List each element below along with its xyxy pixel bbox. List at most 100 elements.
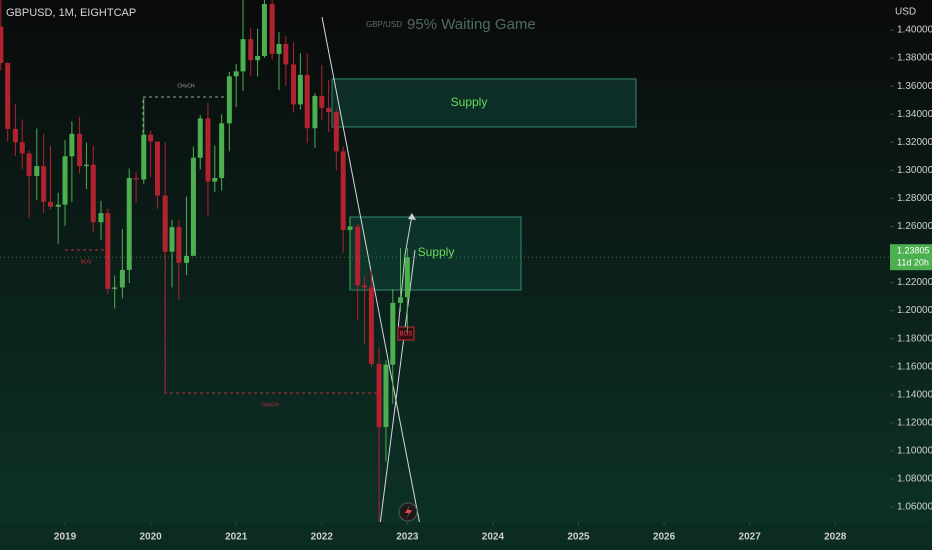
candle-body (283, 44, 289, 65)
price-tag: 1.23805 11d 20h (0, 244, 932, 271)
candle-body (319, 95, 325, 108)
candle-body (41, 166, 47, 202)
candle-body (226, 76, 232, 124)
candle-body (69, 133, 75, 157)
candle-body (47, 201, 53, 207)
candle-body (141, 134, 147, 180)
y-tick-label: 1.08000 (897, 474, 932, 485)
candle-body (176, 227, 182, 263)
candle-body (368, 287, 374, 364)
candle-body (5, 62, 11, 129)
candle-body (148, 134, 154, 142)
x-tick-label: 2026 (653, 532, 676, 543)
candle-body (383, 364, 389, 428)
annotation: BOS (81, 259, 92, 265)
candle-body (133, 178, 139, 180)
watermark-text: 95% Waiting Game (407, 16, 536, 33)
y-tick-label: 1.32000 (897, 137, 932, 148)
y-tick-label: 1.14000 (897, 389, 932, 400)
candle-body (291, 64, 297, 105)
candle-body (219, 123, 225, 179)
candle-body (205, 118, 211, 182)
candle-body (19, 142, 25, 154)
candle-body (255, 55, 261, 61)
annotation: Supply (418, 245, 455, 259)
candle-body (83, 164, 89, 167)
candle-body (154, 141, 160, 196)
candle-body (90, 164, 96, 223)
x-tick-label: 2019 (54, 532, 77, 543)
x-tick-label: 2020 (139, 532, 162, 543)
x-tick-label: 2024 (482, 532, 505, 543)
candle-body (12, 128, 18, 143)
watermark-symbol: GBP/USD (366, 20, 402, 29)
candle-body (355, 226, 361, 286)
annotation: Supply (451, 95, 488, 109)
candle-body (119, 269, 125, 288)
supply-zone (331, 78, 637, 128)
arrow-head (408, 213, 416, 220)
y-tick-label: 1.38000 (897, 53, 932, 64)
countdown: 11d 20h (897, 258, 929, 268)
candle-body (0, 26, 4, 63)
y-tick-label: 1.06000 (897, 502, 932, 513)
x-tick-label: 2021 (225, 532, 248, 543)
candle-body (390, 302, 396, 365)
y-tick-label: 1.20000 (897, 305, 932, 316)
y-tick-label: 1.10000 (897, 446, 932, 457)
candle-body (77, 133, 83, 167)
candle-body (261, 4, 267, 56)
y-tick-label: 1.18000 (897, 333, 932, 344)
annotation: CHoCH (177, 83, 195, 89)
y-tick-label: 1.26000 (897, 221, 932, 232)
candle-body (62, 156, 68, 205)
x-tick-label: 2028 (824, 532, 847, 543)
candle-body (248, 39, 254, 61)
annotation: BOS (400, 332, 413, 338)
candle-body (269, 4, 275, 54)
y-axis-label: USD (895, 7, 916, 18)
chart-title: GBPUSD, 1M, EIGHTCAP (6, 7, 136, 19)
x-tick-label: 2023 (396, 532, 419, 543)
x-tick-label: 2027 (739, 532, 762, 543)
candle-body (340, 151, 346, 230)
y-tick-label: 1.34000 (897, 109, 932, 120)
y-tick-label: 1.16000 (897, 361, 932, 372)
candle-body (233, 71, 239, 77)
annotation: CHoCH (261, 402, 279, 408)
candles (0, 0, 410, 522)
candle-body (347, 226, 353, 230)
time-axis (0, 522, 932, 550)
candle-body (312, 95, 318, 129)
candle-body (190, 157, 196, 256)
candle-body (184, 255, 190, 263)
candle-body (197, 118, 203, 158)
y-tick-label: 1.12000 (897, 417, 932, 428)
candle-body (98, 213, 104, 223)
y-tick-label: 1.36000 (897, 81, 932, 92)
bos-box (397, 326, 415, 341)
candle-body (333, 112, 339, 152)
logo-bolt (405, 505, 412, 519)
candle-body (105, 213, 111, 289)
candle-body (169, 227, 175, 252)
x-tick-label: 2022 (311, 532, 334, 543)
candle-body (55, 204, 61, 207)
candle-body (240, 39, 246, 72)
candle-body (34, 166, 40, 176)
candle-body (212, 178, 218, 182)
candle-body (376, 363, 382, 428)
candle-body (162, 195, 168, 252)
y-tick-label: 1.30000 (897, 165, 932, 176)
candle-body (404, 257, 410, 298)
candle-body (297, 74, 303, 105)
candle-body (304, 74, 310, 129)
candle-body (26, 153, 32, 176)
candle-body (126, 178, 132, 270)
candle-body (112, 287, 118, 289)
y-tick-label: 1.28000 (897, 193, 932, 204)
candle-body (362, 285, 368, 288)
candle-body (276, 44, 282, 54)
candle-body (398, 297, 403, 303)
